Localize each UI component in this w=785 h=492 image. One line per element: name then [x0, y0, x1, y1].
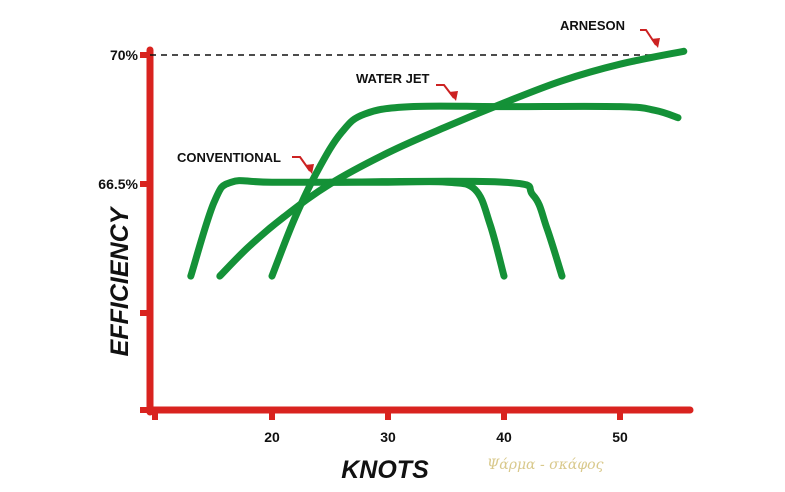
- x-axis-title: KNOTS: [341, 456, 429, 484]
- series-water-jet-line: [268, 102, 682, 280]
- x-tick-label-30: 30: [380, 429, 396, 445]
- y-tick-label-70: 70%: [110, 47, 139, 63]
- arrow-conventional: [292, 156, 314, 174]
- series-label-water-jet: WATER JET: [356, 71, 429, 86]
- x-tick-label-20: 20: [264, 429, 280, 445]
- series-group: [187, 47, 688, 280]
- y-tick-label-665: 66.5%: [98, 176, 138, 192]
- x-tick-label-50: 50: [612, 429, 628, 445]
- arrow-arneson: [640, 29, 660, 48]
- watermark-text: Ψάρμα - σκάφος: [487, 457, 604, 473]
- series-arneson-line: [216, 47, 688, 280]
- arrow-water-jet: [436, 84, 458, 101]
- series-conventional-variant-line: [326, 177, 566, 280]
- y-axis-title: EFFICIENCY: [106, 205, 134, 356]
- series-label-conventional: CONVENTIONAL: [177, 150, 281, 165]
- x-tick-label-40: 40: [496, 429, 512, 445]
- series-label-arneson: ARNESON: [560, 18, 625, 33]
